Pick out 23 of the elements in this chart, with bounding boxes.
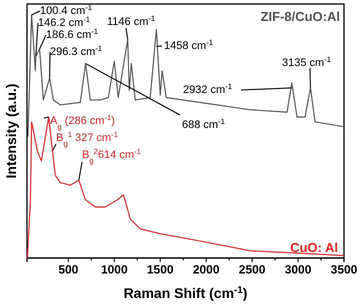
annotation: A$_{g}$ (286 cm$^{-1}$) <box>50 112 115 130</box>
annotation: B$_{g}$$^{2}$614 cm$^{-1}$ <box>82 146 141 164</box>
x-tick-label: 2000 <box>192 262 220 277</box>
x-tick-label: 3000 <box>284 262 312 277</box>
x-tick-label: 3500 <box>330 262 358 277</box>
annotation: 1458 cm$^{-1}$ <box>164 38 214 52</box>
annotation: 186.6 cm$^{-1}$ <box>46 26 98 41</box>
annotation: 100.4 cm$^{-1}$ <box>40 2 92 17</box>
x-axis-title: Raman Shift (cm$^{-1}$) <box>124 284 248 301</box>
text: ZIF-8/CuO:Al <box>260 9 340 24</box>
x-tick-label: 500 <box>58 262 79 277</box>
annotation: B$_{g}$$^{1}$ 327 cm$^{-1}$ <box>56 130 118 148</box>
annotation: 1146 cm$^{-1}$ <box>107 14 156 28</box>
x-tick-label: 2500 <box>238 262 266 277</box>
annotation: 146.2 cm$^{-1}$ <box>38 14 90 29</box>
x-tick-label: 1500 <box>146 262 174 277</box>
y-axis-title: Intensity (a.u.) <box>3 84 19 178</box>
x-tick-label: 1000 <box>100 262 128 277</box>
annotation: 3135 cm$^{-1}$ <box>282 54 332 69</box>
annotation: 296.3 cm$^{-1}$ <box>50 44 102 58</box>
annotation: 688 cm$^{-1}$ <box>182 116 225 131</box>
series-label: CuO: Al <box>290 240 338 255</box>
annotation: 2932 cm$^{-1}$ <box>183 82 232 96</box>
